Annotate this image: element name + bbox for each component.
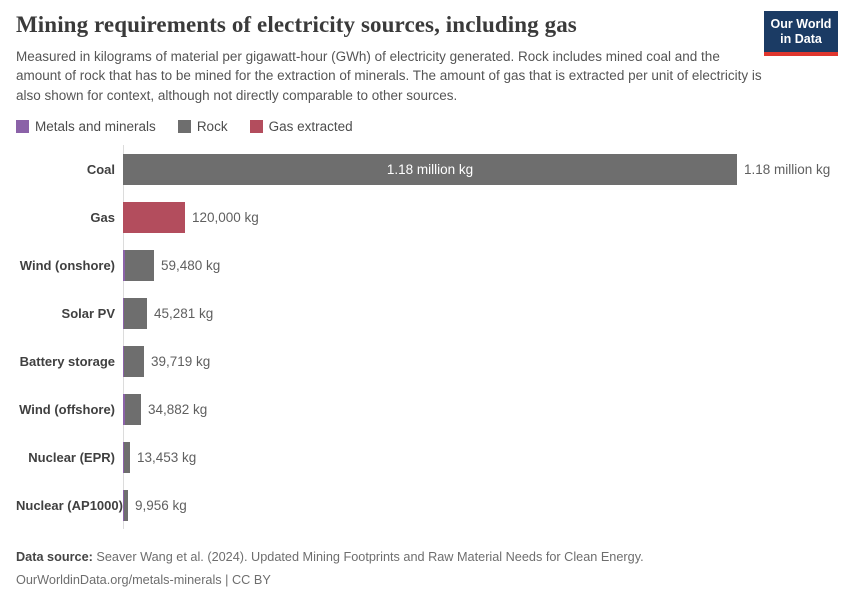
- chart-row: Gas 120,000 kg: [16, 193, 834, 241]
- license-suffix: | CC BY: [221, 573, 271, 587]
- data-source-prefix: Data source:: [16, 550, 93, 564]
- metals-segment: [123, 393, 125, 425]
- chart-row: Wind (offshore) 34,882 kg: [16, 385, 834, 433]
- owid-url-link[interactable]: OurWorldinData.org/metals-minerals: [16, 573, 222, 587]
- chart-row: Nuclear (AP1000) 9,956 kg: [16, 481, 834, 529]
- rock-segment: [123, 153, 737, 185]
- bar-track: 34,882 kg: [123, 393, 834, 425]
- chart-row: Wind (onshore) 59,480 kg: [16, 241, 834, 289]
- bar-gas[interactable]: [123, 201, 185, 233]
- bar-coal[interactable]: 1.18 million kg: [123, 153, 737, 185]
- legend-label: Rock: [196, 119, 228, 134]
- rock-segment: [124, 489, 128, 521]
- value-label: 9,956 kg: [135, 497, 187, 513]
- chart-header: Mining requirements of electricity sourc…: [16, 12, 762, 105]
- chart-subtitle: Measured in kilograms of material per gi…: [16, 49, 762, 103]
- value-label: 39,719 kg: [151, 353, 211, 369]
- value-label: 34,882 kg: [148, 401, 208, 417]
- metals-segment: [123, 441, 124, 473]
- chart-row: Battery storage 39,719 kg: [16, 337, 834, 385]
- category-label: Wind (onshore): [19, 257, 115, 273]
- metals-segment: [123, 249, 125, 281]
- value-label: 59,480 kg: [161, 257, 221, 273]
- bar-track: 120,000 kg: [123, 201, 834, 233]
- rock-segment: [124, 345, 144, 377]
- category-label: Nuclear (EPR): [28, 449, 115, 465]
- value-label: 120,000 kg: [192, 209, 259, 225]
- bar-track: 13,453 kg: [123, 441, 834, 473]
- legend-item-gas[interactable]: Gas extracted: [249, 119, 353, 134]
- category-label: Gas: [90, 209, 115, 225]
- metals-segment: [123, 345, 124, 377]
- value-label: 1.18 million kg: [744, 161, 831, 177]
- chart-footer: Data source: Seaver Wang et al. (2024). …: [16, 546, 834, 592]
- value-label: 13,453 kg: [137, 449, 197, 465]
- bar-inside-label: 1.18 million kg: [386, 161, 474, 177]
- owid-logo-line1: Our World: [770, 17, 832, 31]
- bar-track: 59,480 kg: [123, 249, 834, 281]
- bar-chart: Coal 1.18 million kg 1.18 million kg Gas 120…: [16, 145, 834, 529]
- gas-segment: [123, 201, 185, 233]
- chart-row: Coal 1.18 million kg 1.18 million kg: [16, 145, 834, 193]
- bar-battery-storage[interactable]: [123, 345, 144, 377]
- data-source-line: Data source: Seaver Wang et al. (2024). …: [16, 546, 834, 569]
- chart-row: Nuclear (EPR) 13,453 kg: [16, 433, 834, 481]
- page-title: Mining requirements of electricity sourc…: [16, 12, 577, 37]
- chart-legend: Metals and minerals Rock Gas extracted: [16, 119, 353, 134]
- category-label: Nuclear (AP1000): [16, 497, 123, 513]
- legend-item-metals[interactable]: Metals and minerals: [16, 119, 156, 134]
- gas-swatch-icon: [249, 120, 263, 133]
- bar-track: 45,281 kg: [123, 297, 834, 329]
- rock-segment: [124, 441, 130, 473]
- bar-track: 39,719 kg: [123, 345, 834, 377]
- metals-segment: [123, 489, 124, 521]
- legend-label: Metals and minerals: [35, 119, 156, 134]
- owid-logo-line2: in Data: [780, 31, 822, 46]
- category-label: Solar PV: [61, 305, 115, 321]
- bar-wind-offshore[interactable]: [123, 393, 141, 425]
- value-label: 45,281 kg: [154, 305, 214, 321]
- bar-nuclear-epr[interactable]: [123, 441, 130, 473]
- metals-swatch-icon: [16, 120, 29, 133]
- license-line: OurWorldinData.org/metals-minerals | CC …: [16, 569, 834, 592]
- category-label: Battery storage: [19, 353, 115, 369]
- category-label: Coal: [86, 161, 115, 177]
- rock-swatch-icon: [177, 120, 191, 133]
- category-label: Wind (offshore): [19, 401, 115, 417]
- data-source-text: Seaver Wang et al. (2024). Updated Minin…: [92, 550, 644, 564]
- chart-row: Solar PV 45,281 kg: [16, 289, 834, 337]
- bar-track: 9,956 kg: [123, 489, 834, 521]
- bar-track: 1.18 million kg 1.18 million kg: [123, 153, 834, 185]
- metals-segment: [123, 297, 124, 329]
- legend-item-rock[interactable]: Rock: [177, 119, 228, 134]
- rock-segment: [125, 393, 141, 425]
- owid-logo[interactable]: Our World in Data: [764, 11, 838, 56]
- legend-label: Gas extracted: [268, 119, 353, 134]
- rock-segment: [124, 297, 147, 329]
- bar-nuclear-ap1000[interactable]: [123, 489, 128, 521]
- rock-segment: [125, 249, 154, 281]
- bar-wind-onshore[interactable]: [123, 249, 154, 281]
- bar-solar-pv[interactable]: [123, 297, 147, 329]
